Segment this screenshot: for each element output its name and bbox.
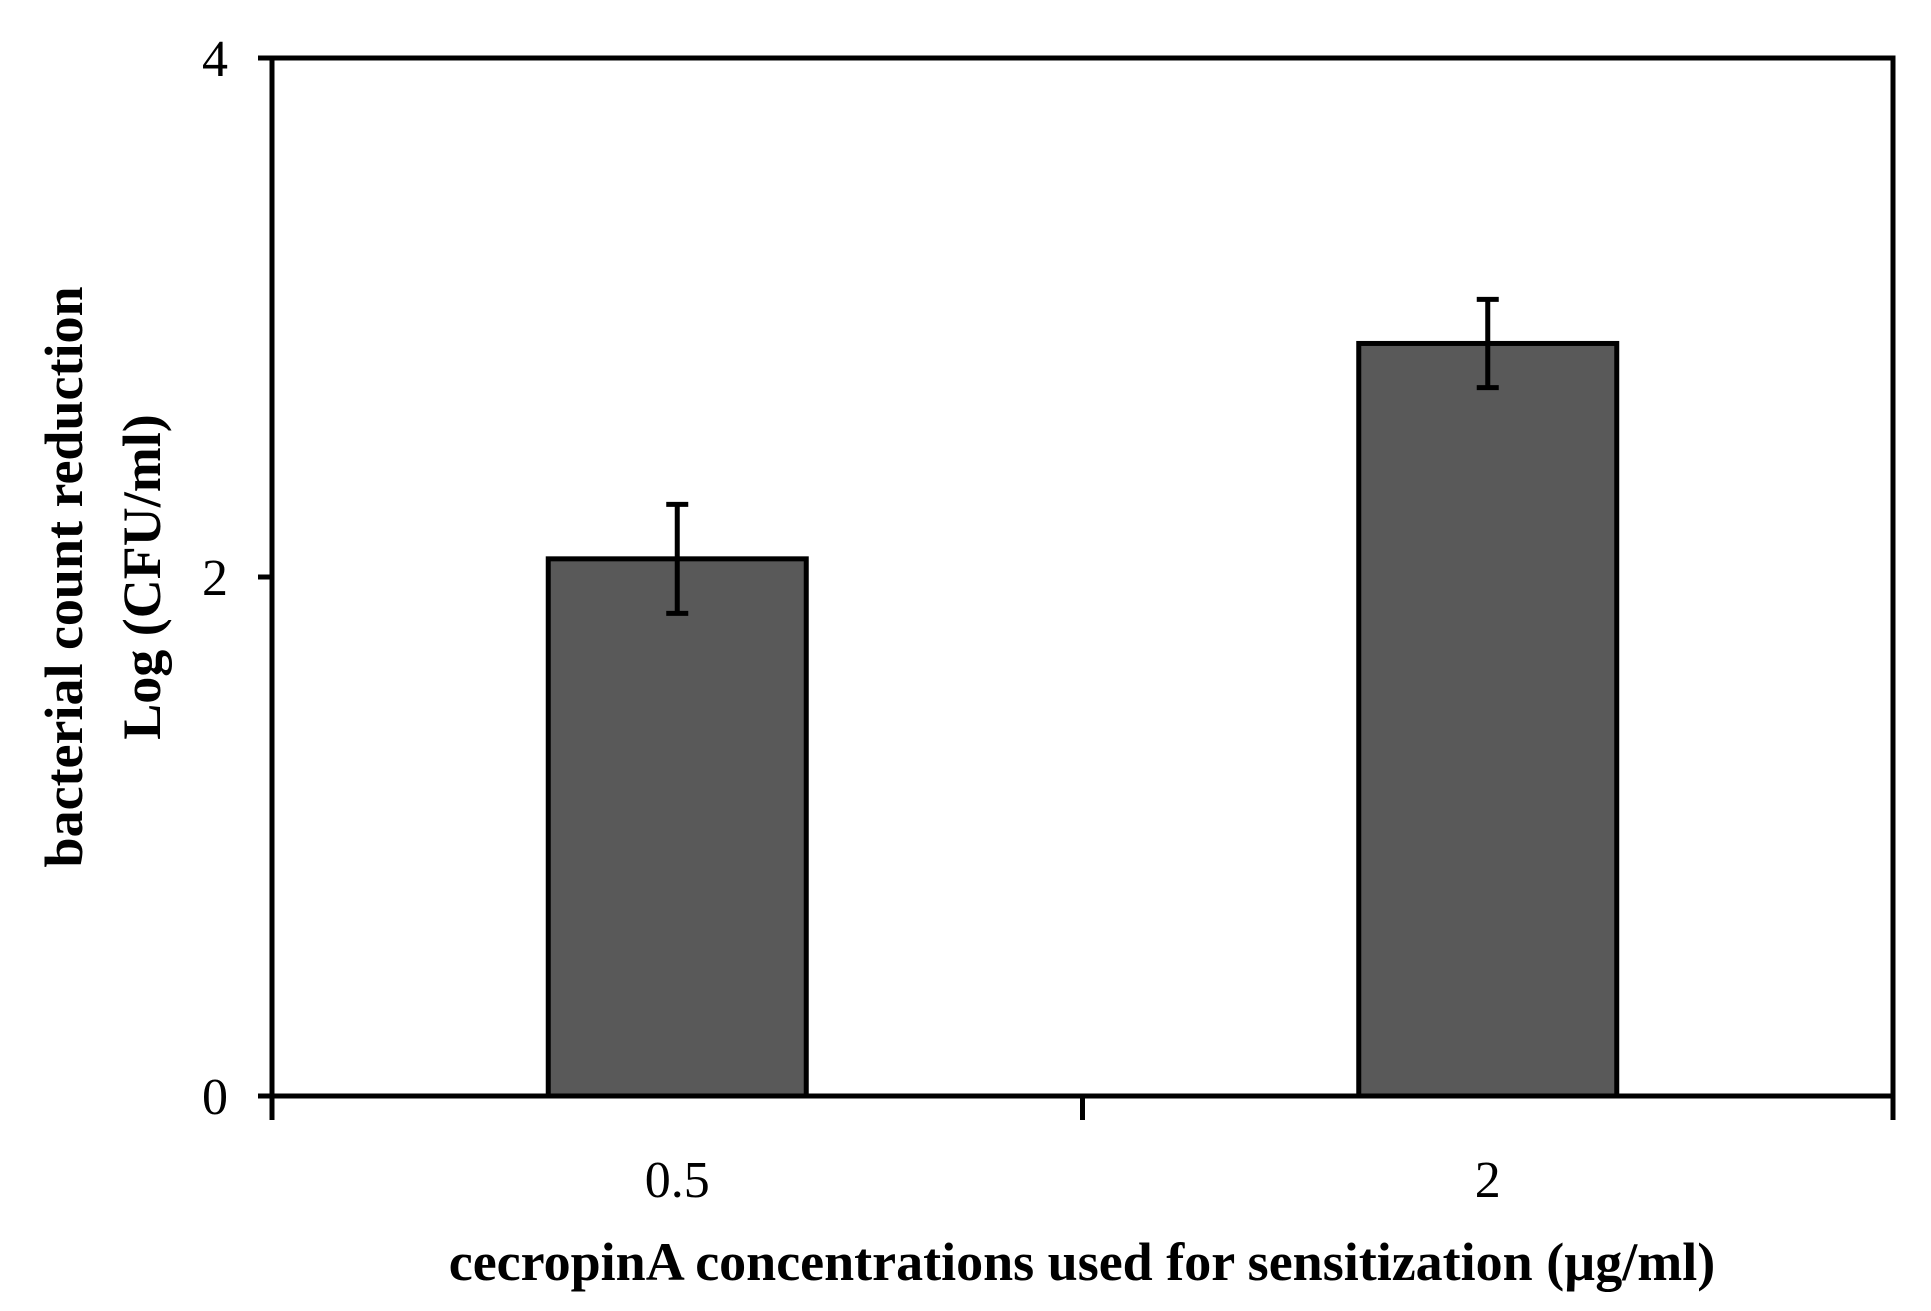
plot-area-frame	[269, 55, 1896, 1099]
bars-group	[545, 340, 1620, 1099]
y-tick-label-0: 0	[202, 1069, 228, 1126]
y-axis-title-line-1: bacterial count reduction	[34, 287, 94, 868]
x-tick-label-2: 2	[1475, 1152, 1501, 1209]
y-axis: 0 2 4	[202, 31, 272, 1126]
y-axis-title-line-2: Log (CFU/ml)	[112, 414, 172, 739]
x-axis: 0.5 2	[269, 1096, 1896, 1209]
x-tick-label-0.5: 0.5	[645, 1152, 710, 1209]
bar-2	[1356, 340, 1620, 1099]
y-tick-label-2: 4	[202, 31, 228, 88]
error-bars-group	[666, 296, 1499, 616]
x-axis-title: cecropinA concentrations used for sensit…	[449, 1232, 1716, 1292]
y-tick-label-1: 2	[202, 550, 228, 607]
bar-0.5	[545, 556, 809, 1099]
